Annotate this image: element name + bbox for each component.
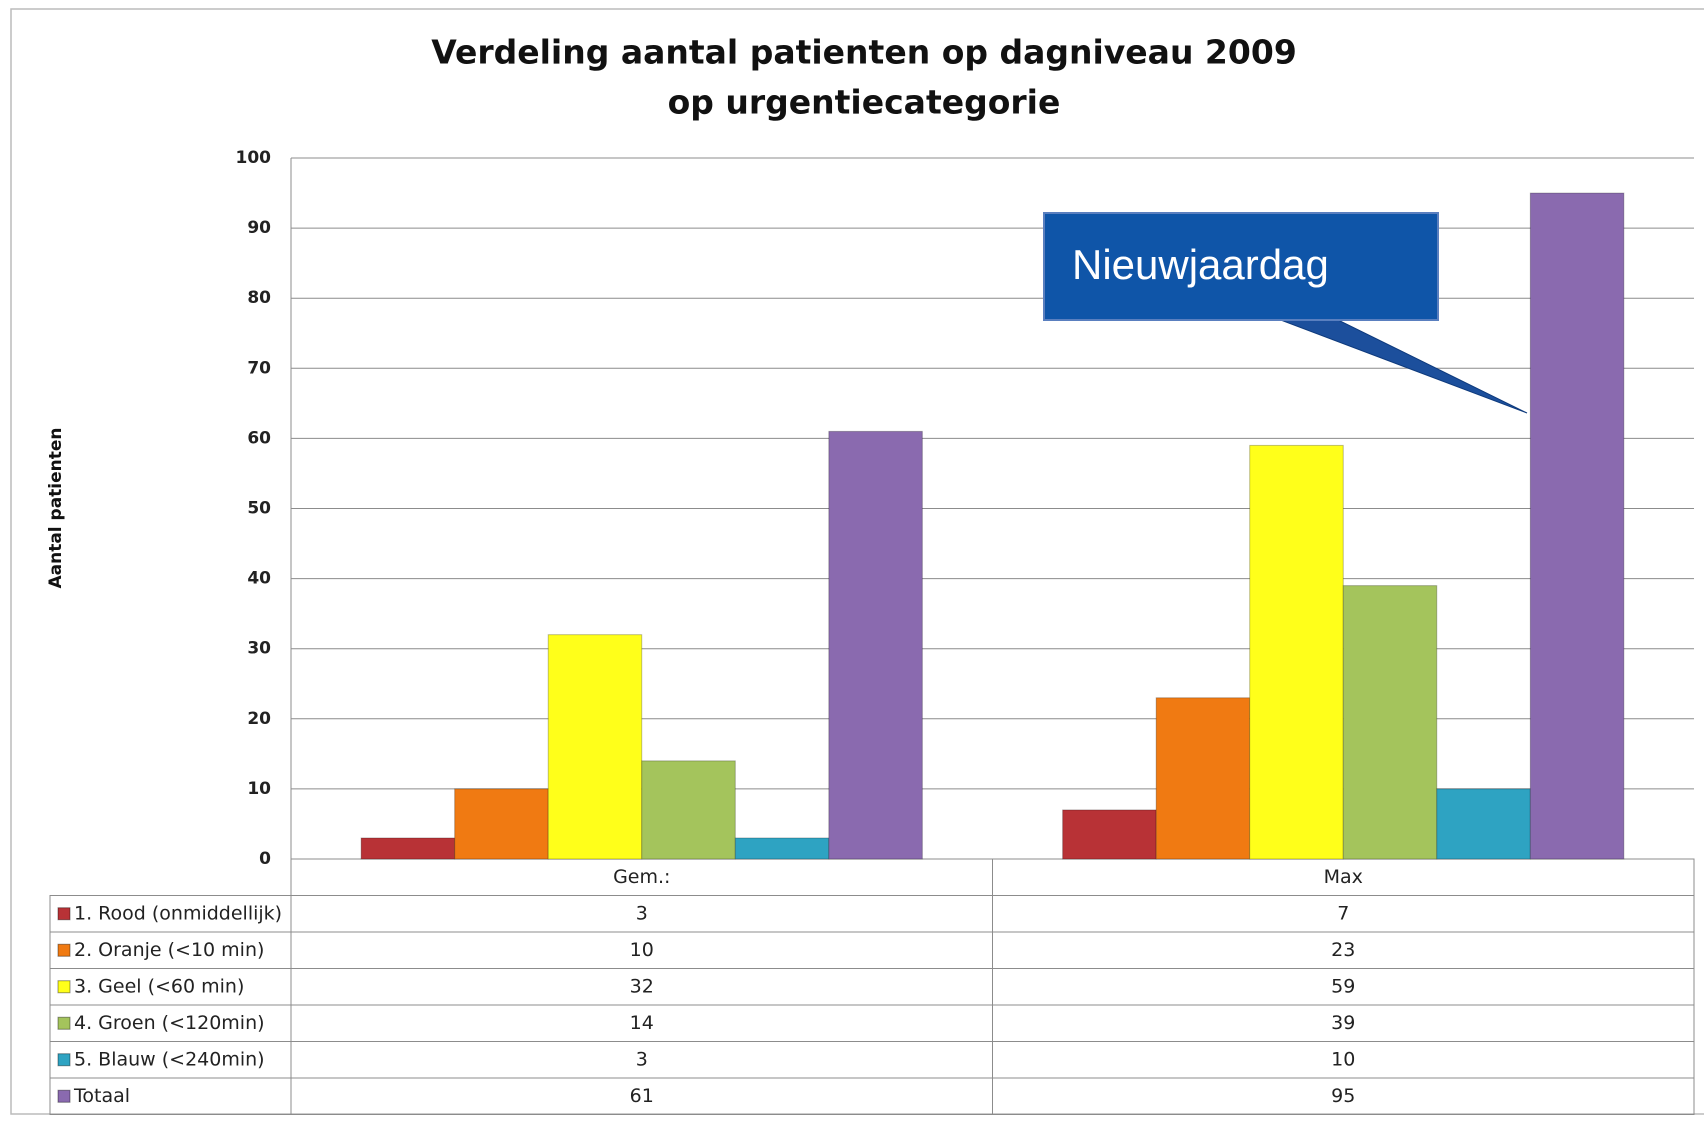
legend-label: 5. Blauw (<240min) xyxy=(74,1048,265,1070)
y-tick-label: 10 xyxy=(247,779,271,799)
table-value: 3 xyxy=(636,1048,648,1070)
table-value: 10 xyxy=(1331,1048,1355,1070)
bar xyxy=(547,634,643,860)
chart-title: op urgentiecategorie xyxy=(668,83,1061,122)
bar xyxy=(454,788,549,860)
legend-label: 2. Oranje (<10 min) xyxy=(74,939,264,961)
legend-swatch xyxy=(57,1089,71,1103)
legend-label: 4. Groen (<120min) xyxy=(74,1012,265,1034)
table-value: 95 xyxy=(1331,1085,1355,1107)
bar xyxy=(1155,697,1251,860)
table-value: 59 xyxy=(1331,975,1355,997)
y-tick-label: 50 xyxy=(247,499,271,519)
y-tick-label: 90 xyxy=(247,218,271,238)
bar xyxy=(734,837,830,860)
chart-title: Verdeling aantal patienten op dagniveau … xyxy=(431,33,1297,72)
annotation: Nieuwjaardag xyxy=(1072,241,1329,288)
table-value: 32 xyxy=(630,975,654,997)
legend-swatch xyxy=(57,1053,71,1067)
bar xyxy=(1249,444,1344,860)
legend-label: 1. Rood (onmiddellijk) xyxy=(74,902,282,924)
bar xyxy=(641,760,736,860)
legend-swatch xyxy=(57,907,71,921)
bar xyxy=(1342,585,1438,860)
legend-label: 3. Geel (<60 min) xyxy=(74,975,244,997)
callout-box xyxy=(1043,212,1439,321)
table-value: 14 xyxy=(630,1012,654,1034)
table-value: 39 xyxy=(1331,1012,1355,1034)
bar xyxy=(360,837,456,860)
table-value: 3 xyxy=(636,902,648,924)
y-tick-label: 20 xyxy=(247,709,271,729)
legend-label: Totaal xyxy=(73,1085,130,1107)
x-tick-label: Max xyxy=(1324,866,1363,888)
bar xyxy=(828,430,923,860)
table-value: 10 xyxy=(630,939,654,961)
y-tick-label: 60 xyxy=(247,428,271,448)
y-tick-label: 30 xyxy=(247,639,271,659)
y-tick-label: 80 xyxy=(247,288,271,308)
y-tick-label: 40 xyxy=(247,569,271,589)
legend-swatch xyxy=(57,980,71,994)
bar xyxy=(1062,809,1157,860)
y-tick-label: 0 xyxy=(259,849,271,869)
table-value: 61 xyxy=(630,1085,654,1107)
legend-swatch xyxy=(57,1016,71,1030)
y-axis-label: Aantal patienten xyxy=(46,427,66,588)
x-tick-label: Gem.: xyxy=(613,866,670,888)
bar xyxy=(1529,192,1625,860)
callout: Nieuwjaardag xyxy=(1043,212,1528,414)
bar xyxy=(1436,788,1531,860)
legend-swatch xyxy=(57,943,71,957)
table-value: 7 xyxy=(1337,902,1349,924)
y-tick-label: 70 xyxy=(247,358,271,378)
table-value: 23 xyxy=(1331,939,1355,961)
y-tick-label: 100 xyxy=(236,148,272,168)
